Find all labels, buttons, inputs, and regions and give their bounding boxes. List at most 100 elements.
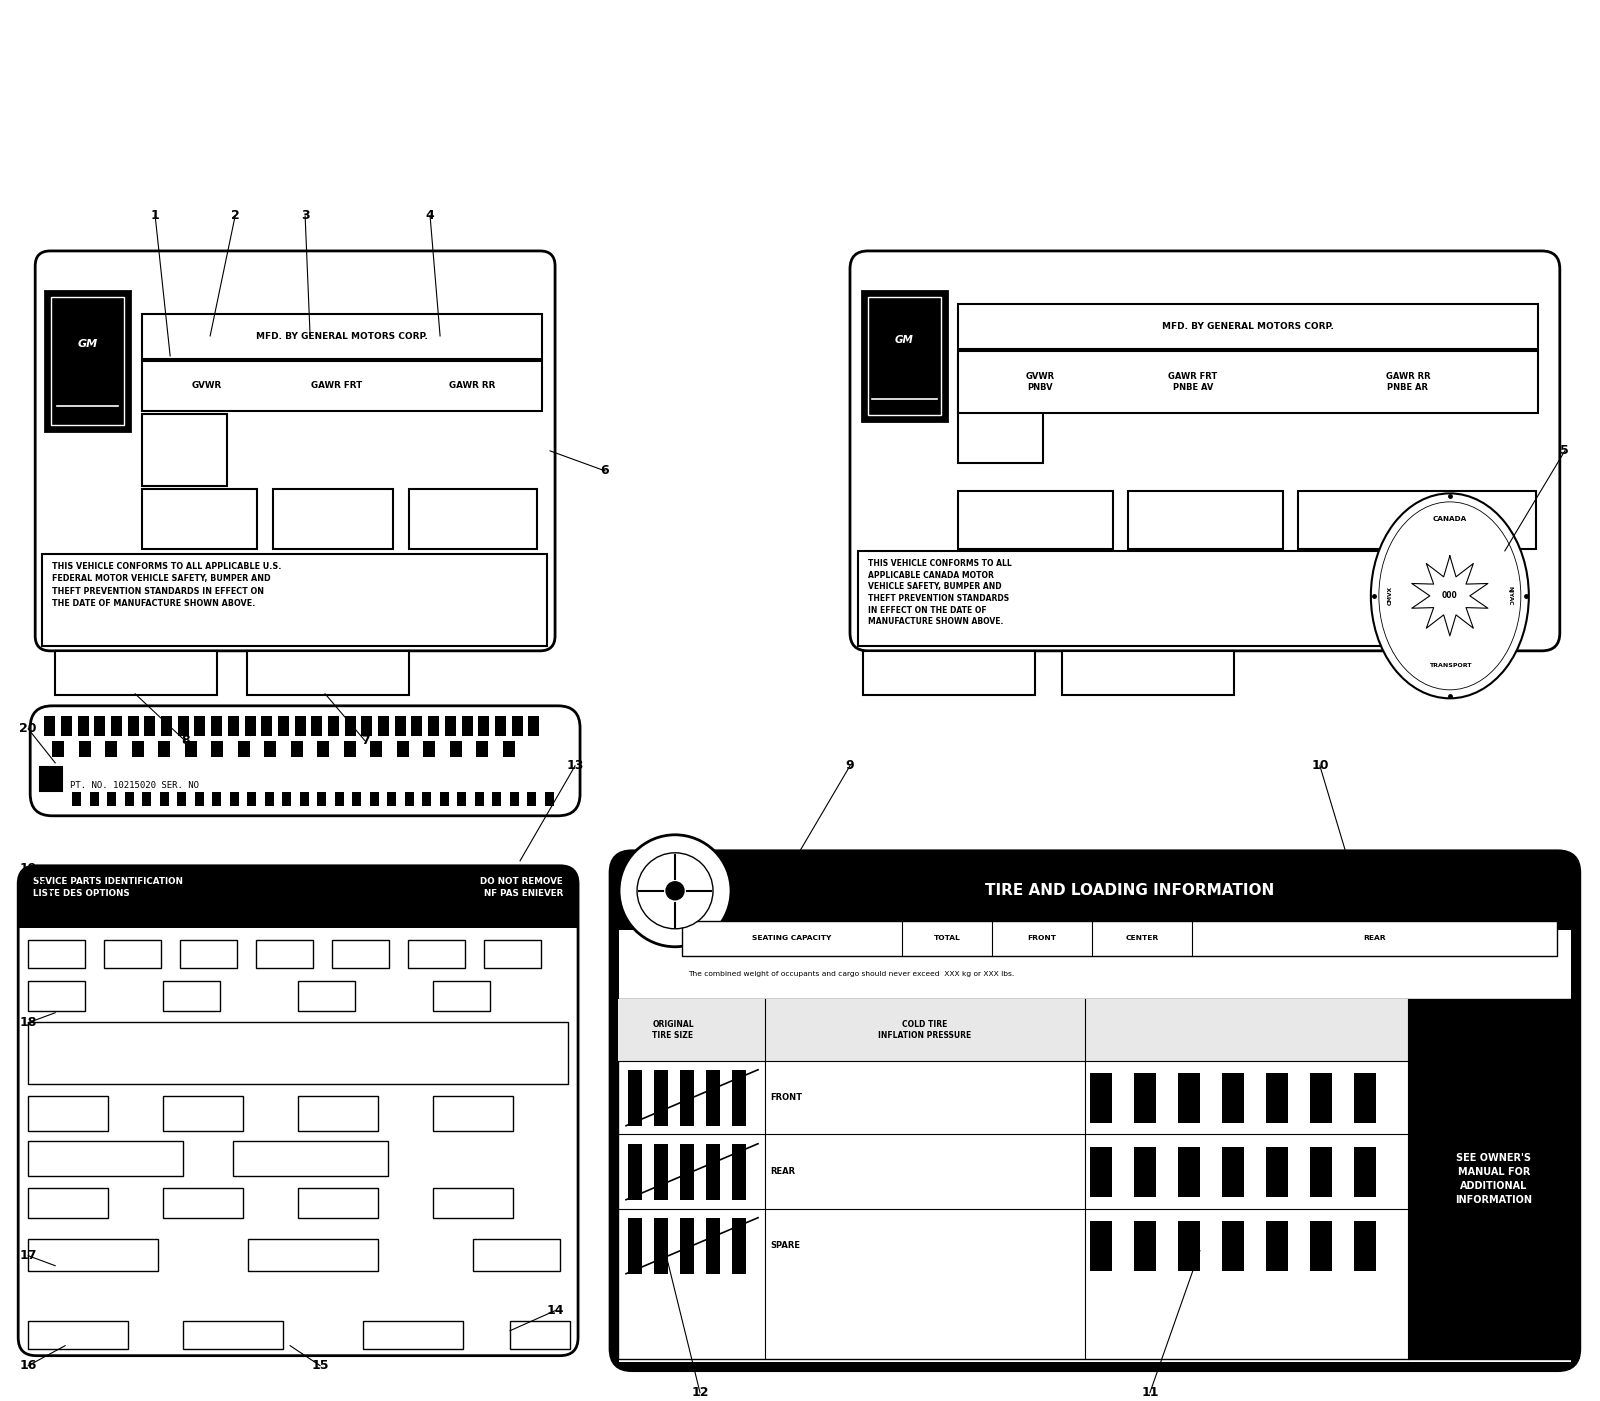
Bar [299, 792, 309, 806]
Bar [706, 1143, 720, 1199]
Bar [474, 1238, 560, 1271]
Text: 000: 000 [1442, 591, 1458, 601]
Text: NJYAC: NJYAC [1507, 586, 1512, 605]
Bar [1408, 999, 1579, 1359]
Bar [1178, 1147, 1200, 1196]
Bar [733, 1143, 746, 1199]
Bar [862, 651, 1035, 695]
Bar [227, 716, 238, 736]
Bar [706, 1217, 720, 1274]
Text: TRANSPORT: TRANSPORT [1429, 663, 1470, 668]
Text: THIS VEHICLE CONFORMS TO ALL APPLICABLE U.S.
FEDERAL MOTOR VEHICLE SAFETY, BUMPE: THIS VEHICLE CONFORMS TO ALL APPLICABLE … [53, 562, 282, 608]
Ellipse shape [1379, 502, 1522, 689]
Bar [213, 792, 221, 806]
Text: SPARE: SPARE [770, 1241, 800, 1250]
Bar [29, 940, 85, 968]
Bar [1134, 1073, 1155, 1122]
Text: GM: GM [77, 339, 98, 349]
Bar [298, 1188, 378, 1217]
Bar [104, 940, 162, 968]
Bar [274, 489, 394, 549]
Text: GAWR FRT
PNBE AV: GAWR FRT PNBE AV [1168, 371, 1218, 392]
Bar [411, 716, 422, 736]
Bar [144, 716, 155, 736]
Bar [72, 792, 82, 806]
Bar [142, 361, 542, 410]
Text: 18: 18 [19, 1016, 37, 1030]
Circle shape [666, 881, 685, 899]
Text: 13: 13 [566, 759, 584, 772]
Text: 5: 5 [1560, 444, 1570, 457]
Bar [77, 716, 88, 736]
Bar [1134, 1220, 1155, 1271]
Bar [211, 741, 222, 757]
Bar [1090, 1073, 1112, 1122]
Bar [422, 792, 430, 806]
Bar [29, 1096, 109, 1131]
Bar [509, 792, 518, 806]
Bar [163, 1096, 243, 1131]
Text: GAWR RR: GAWR RR [450, 381, 496, 391]
Bar [1266, 1220, 1288, 1271]
Bar [618, 999, 1573, 1359]
Text: CANADA: CANADA [1432, 516, 1467, 523]
Bar [344, 741, 355, 757]
Bar [1128, 490, 1283, 549]
Bar [1354, 1220, 1376, 1271]
Bar [461, 716, 472, 736]
Bar [1310, 1220, 1331, 1271]
Bar [370, 741, 382, 757]
Bar [494, 716, 506, 736]
Bar [278, 716, 290, 736]
Bar [298, 981, 355, 1010]
Bar [42, 553, 547, 646]
Bar [858, 551, 1413, 646]
FancyBboxPatch shape [18, 866, 578, 927]
Bar [142, 489, 258, 549]
Bar [363, 1321, 462, 1349]
Bar [1222, 1147, 1243, 1196]
Text: 9: 9 [846, 759, 854, 772]
Bar [502, 741, 515, 757]
Bar [477, 741, 488, 757]
Bar [526, 792, 536, 806]
Bar [370, 792, 379, 806]
Bar [958, 350, 1538, 413]
Bar [958, 490, 1114, 549]
Text: GVWR
PNBV: GVWR PNBV [1026, 371, 1054, 392]
Bar [1310, 1073, 1331, 1122]
FancyBboxPatch shape [35, 251, 555, 651]
Text: The combined weight of occupants and cargo should never exceed  XXX kg or XXX lb: The combined weight of occupants and car… [688, 971, 1014, 976]
Text: 19: 19 [19, 862, 37, 876]
Bar [162, 716, 173, 736]
Bar [512, 716, 523, 736]
Bar [362, 716, 373, 736]
Bar [106, 741, 117, 757]
Bar [61, 716, 72, 736]
Bar [128, 716, 139, 736]
Bar [654, 1143, 669, 1199]
Bar [1266, 1147, 1288, 1196]
Text: MFD. BY GENERAL MOTORS CORP.: MFD. BY GENERAL MOTORS CORP. [1162, 322, 1334, 331]
Bar [54, 651, 218, 695]
Bar [1178, 1073, 1200, 1122]
Text: 3: 3 [301, 209, 309, 223]
Bar [1266, 1073, 1288, 1122]
Bar [195, 792, 203, 806]
Bar [211, 716, 222, 736]
Bar [619, 930, 1571, 1362]
Bar [352, 792, 362, 806]
Text: 17: 17 [19, 1250, 37, 1262]
Bar [125, 792, 134, 806]
Bar [317, 792, 326, 806]
Bar [867, 297, 941, 415]
Bar [107, 792, 117, 806]
Bar [29, 1140, 182, 1175]
Bar [333, 940, 389, 968]
Text: DO NOT REMOVE
NF PAS ENIEVER: DO NOT REMOVE NF PAS ENIEVER [480, 877, 563, 898]
Text: SEATING CAPACITY: SEATING CAPACITY [752, 936, 832, 941]
Text: FRONT: FRONT [770, 1093, 802, 1103]
Bar [90, 792, 99, 806]
Bar [29, 1188, 109, 1217]
Bar [238, 741, 250, 757]
